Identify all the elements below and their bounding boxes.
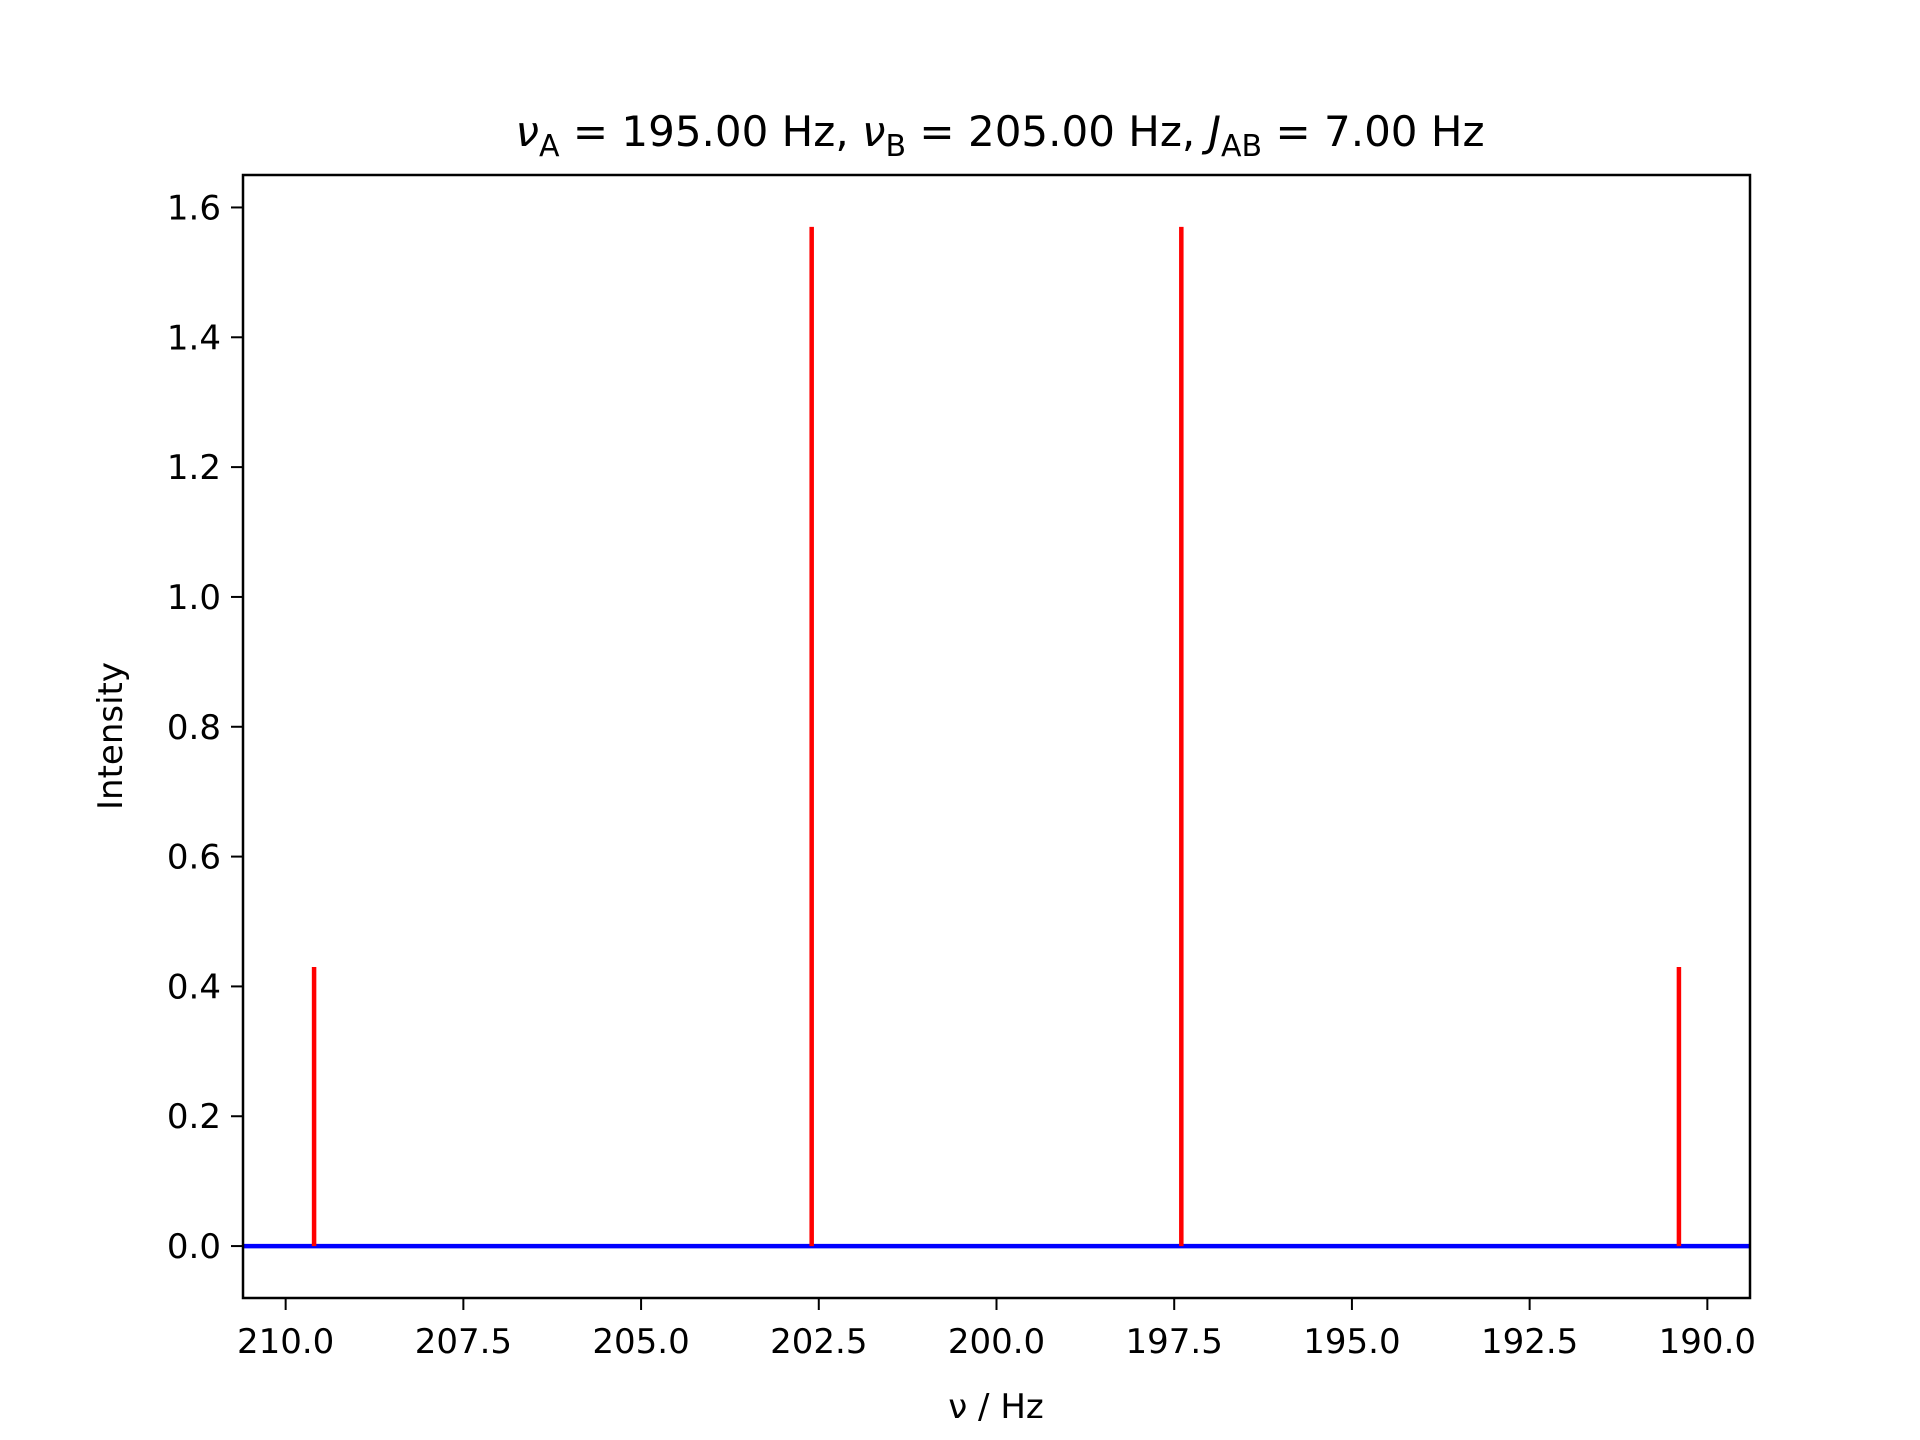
title-j-subscript: AB bbox=[1221, 129, 1262, 164]
title-nu-a-symbol: ν bbox=[515, 107, 538, 156]
title-b-subscript: B bbox=[885, 129, 906, 164]
x-tick-label: 202.5 bbox=[770, 1322, 867, 1362]
title-j-value: = 7.00 Hz bbox=[1262, 107, 1484, 156]
x-tick-label: 195.0 bbox=[1303, 1322, 1400, 1362]
x-tick-label: 197.5 bbox=[1126, 1322, 1223, 1362]
title-nu-b-symbol: ν bbox=[862, 107, 885, 156]
y-tick-label: 1.2 bbox=[167, 448, 221, 488]
svg-text:νA = 195.00 Hz, νB = 205.00 Hz: νA = 195.00 Hz, νB = 205.00 Hz, JAB = 7.… bbox=[515, 107, 1484, 164]
x-tick-label: 207.5 bbox=[415, 1322, 512, 1362]
title-a-value: = 195.00 Hz, bbox=[559, 107, 862, 156]
x-tick-label: 200.0 bbox=[948, 1322, 1045, 1362]
chart-title: νA = 195.00 Hz, νB = 205.00 Hz, JAB = 7.… bbox=[515, 107, 1484, 164]
x-axis-ticks: 210.0 207.5 205.0 202.5 200.0 197.5 195.0 192.5… bbox=[237, 1298, 1756, 1362]
title-b-value: = 205.00 Hz, bbox=[906, 107, 1209, 156]
plot-marks bbox=[243, 226, 1750, 1249]
y-axis-ticks: 0.0 0.2 0.4 0.6 0.8 1.0 1.2 1.4 1.6 bbox=[167, 188, 243, 1267]
y-tick-label: 1.4 bbox=[167, 318, 221, 358]
x-tick-label: 210.0 bbox=[237, 1322, 334, 1362]
y-tick-label: 1.0 bbox=[167, 578, 221, 618]
x-tick-label: 205.0 bbox=[592, 1322, 689, 1362]
y-tick-label: 0.0 bbox=[167, 1227, 221, 1267]
y-tick-label: 0.6 bbox=[167, 838, 221, 878]
y-axis-label: Intensity bbox=[91, 662, 131, 810]
plot-frame bbox=[241, 173, 1752, 1300]
x-tick-label: 192.5 bbox=[1481, 1322, 1578, 1362]
y-tick-label: 1.6 bbox=[167, 188, 221, 228]
x-axis-label: ν / Hz bbox=[948, 1387, 1043, 1427]
x-tick-label: 190.0 bbox=[1659, 1322, 1756, 1362]
y-tick-label: 0.4 bbox=[167, 967, 221, 1007]
y-tick-label: 0.2 bbox=[167, 1097, 221, 1137]
y-tick-label: 0.8 bbox=[167, 708, 221, 748]
title-a-subscript: A bbox=[539, 129, 560, 164]
